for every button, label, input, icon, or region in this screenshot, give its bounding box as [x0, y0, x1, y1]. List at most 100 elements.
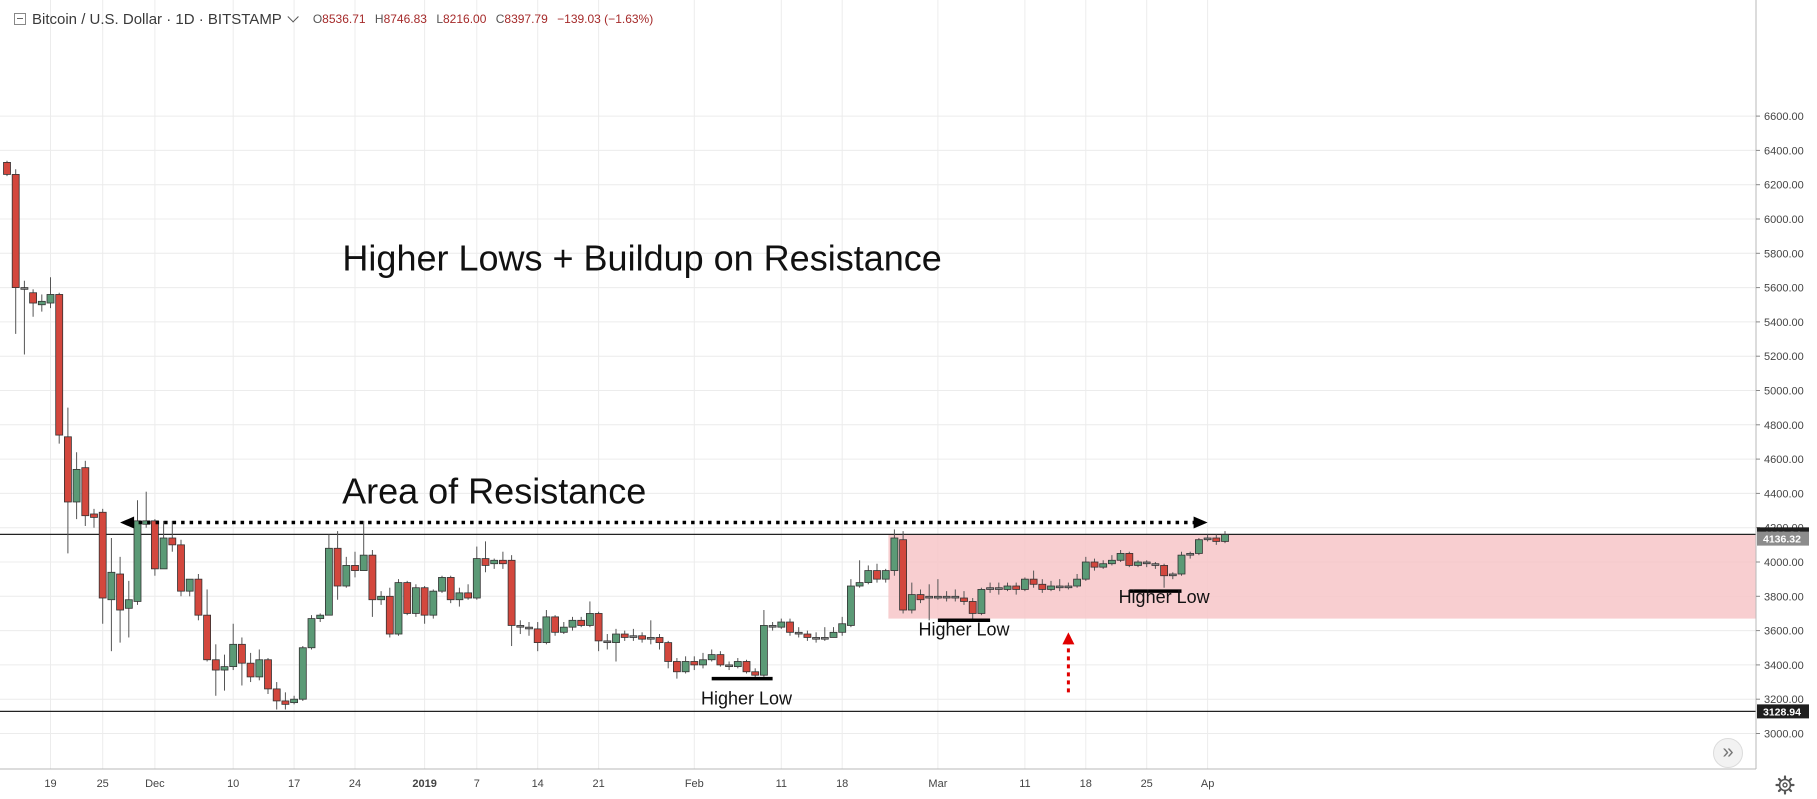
candle-body: [298, 647, 307, 700]
candle-body: [37, 300, 46, 306]
time-tick-label: Feb: [685, 778, 704, 790]
candle-body: [29, 292, 38, 304]
candle-body: [838, 623, 847, 633]
symbol-name[interactable]: Bitcoin / U.S. Dollar: [32, 10, 163, 28]
candle-body: [751, 671, 760, 676]
candle-body: [55, 294, 64, 436]
candle-body: [977, 589, 986, 614]
candle-body: [707, 654, 716, 661]
candle-body: [612, 633, 620, 644]
time-tick-label: 21: [592, 778, 604, 790]
candle-body: [11, 174, 20, 289]
candle-body: [559, 626, 568, 633]
candle-body: [951, 595, 960, 599]
price-tick-label: 3400.00: [1764, 660, 1804, 672]
time-tick-label: Dec: [145, 778, 165, 790]
candle-body: [1160, 565, 1168, 577]
high-value: 8746.83: [383, 12, 427, 26]
candle-body: [516, 625, 525, 628]
price-tick-label: 5600.00: [1764, 283, 1804, 295]
candle-body: [185, 578, 194, 592]
candle-body: [490, 559, 499, 565]
time-tick-label: 25: [97, 778, 109, 790]
price-tick-label: 6600.00: [1764, 111, 1804, 123]
price-tick-label: 6000.00: [1764, 214, 1804, 226]
price-tick-label: 3600.00: [1764, 626, 1804, 638]
annotation-text: Area of Resistance: [342, 471, 646, 512]
candle-body: [542, 616, 551, 644]
candle-body: [351, 565, 359, 571]
candle-body: [699, 659, 707, 666]
collapse-square-icon[interactable]: [14, 13, 26, 25]
candle-body: [812, 637, 820, 640]
candle-body: [316, 614, 325, 619]
candle-body: [960, 597, 968, 602]
price-tick-label: 5200.00: [1764, 351, 1804, 363]
candle-body: [881, 570, 890, 580]
candle-body: [994, 587, 1003, 590]
candle-body: [794, 631, 803, 635]
time-tick-label: 7: [474, 778, 480, 790]
candle-body: [533, 628, 542, 644]
candle-body: [586, 613, 594, 626]
time-tick-label: 10: [227, 778, 239, 790]
candle-body: [81, 467, 90, 517]
time-tick-label: 11: [776, 778, 787, 790]
resistance-arrow-right-head: [1193, 516, 1208, 529]
price-tick-label: 3200.00: [1764, 694, 1804, 706]
time-tick-label: 19: [44, 778, 56, 790]
candle-body: [603, 640, 612, 644]
candle-body: [1177, 554, 1186, 575]
candle-body: [133, 520, 142, 602]
chevron-down-icon[interactable]: [287, 11, 299, 23]
time-tick-label: 24: [349, 778, 361, 790]
candle-body: [1090, 561, 1099, 568]
candle-body: [64, 436, 72, 503]
price-tick-label: 6400.00: [1764, 145, 1804, 157]
price-tick-label: 5400.00: [1764, 317, 1804, 329]
low-label: L: [436, 12, 443, 26]
candle-body: [203, 614, 212, 661]
candle-body: [377, 595, 386, 601]
time-tick-label: 18: [836, 778, 848, 790]
candle-body: [620, 633, 629, 638]
candle-body: [1029, 578, 1038, 585]
scroll-to-realtime-button[interactable]: »: [1713, 738, 1743, 768]
candle-body: [98, 511, 107, 599]
candle-body: [159, 537, 168, 570]
candle-body: [72, 468, 81, 503]
candle-body: [411, 587, 420, 614]
time-tick-label: 18: [1080, 778, 1092, 790]
candle-body: [385, 595, 394, 635]
candle-body: [1134, 561, 1142, 566]
candle-body: [768, 625, 777, 628]
price-tick-label: 4800.00: [1764, 420, 1804, 432]
candle-body: [916, 594, 925, 601]
gear-icon[interactable]: [1775, 775, 1795, 795]
candle-body: [194, 578, 203, 616]
candle-body: [246, 662, 255, 678]
candle-body: [864, 570, 873, 583]
candle-body: [429, 590, 438, 616]
candle-body: [1038, 583, 1047, 590]
candle-body: [1073, 578, 1081, 587]
candle-body: [307, 618, 316, 649]
annotation-text: Higher Low: [1119, 587, 1211, 607]
resistance-zone: [888, 534, 1756, 619]
annotation-text: Higher Low: [918, 620, 1010, 640]
candle-body: [925, 595, 934, 599]
candle-body: [116, 573, 124, 611]
candle-body: [638, 635, 646, 640]
candle-body: [3, 162, 11, 175]
candle-body: [568, 619, 577, 628]
candle-body: [464, 592, 473, 599]
candle-body: [829, 631, 838, 638]
candle-body: [150, 520, 159, 570]
candle-body: [986, 587, 994, 590]
interval-label[interactable]: 1D: [175, 10, 195, 28]
exchange-label[interactable]: BITSTAMP: [207, 10, 282, 28]
candle-body: [290, 698, 299, 704]
candle-body: [907, 594, 916, 611]
